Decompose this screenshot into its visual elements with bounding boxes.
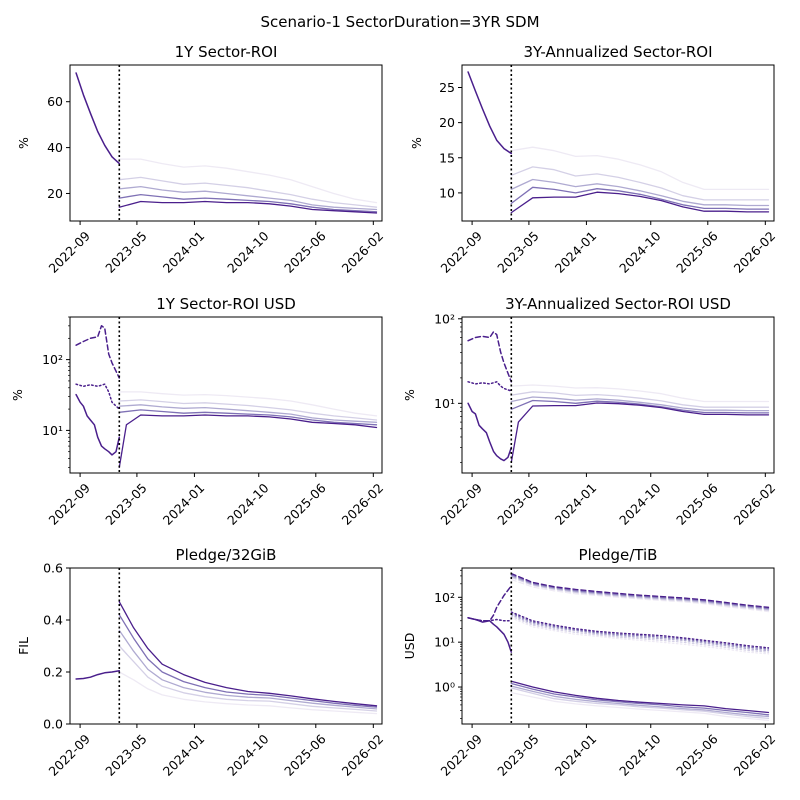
y-tick-label: 25 [439,80,455,95]
series-line-solid [118,601,378,707]
series-line-solid [510,402,770,464]
subplot-title: Pledge/32GiB [176,546,277,564]
y-tick-label: 20 [439,115,455,130]
series-line-solid [510,685,770,718]
series-group [75,72,378,214]
series-group [75,601,378,715]
y-tick-label: 40 [47,140,63,155]
history-line-dashed [467,331,513,383]
series-line-solid [510,682,770,716]
subplot-title: 3Y-Annualized Sector-ROI USD [505,295,731,313]
axes-frame [69,567,383,725]
y-tick-label: 0.6 [43,561,63,576]
y-axis-label: % [402,389,417,401]
series-line-solid [510,178,770,207]
series-line-solid [118,629,378,710]
series-line-solid [510,166,770,201]
series-line-dashed [510,572,770,608]
y-tick-label: 20 [47,186,63,201]
series-line-solid [118,645,378,712]
y-tick-label: 10 [439,185,455,200]
y-tick-label: 10² [42,352,63,367]
series-line-dashed [510,576,770,612]
y-tick-label: 15 [439,150,455,165]
series-line-solid [118,414,378,469]
history-line-dotted [75,383,121,410]
history-line [75,72,121,165]
y-axis-label: % [10,389,25,401]
series-line-solid [118,409,378,426]
subplot-title: Pledge/TiB [579,546,658,564]
series-line-solid [118,614,378,708]
series-line-solid [118,193,378,213]
series-line-solid [118,176,378,208]
series-line-solid [118,200,378,214]
series-line-dotted [510,614,770,652]
series-line-solid [118,671,378,715]
y-tick-label: 0.4 [43,613,63,628]
y-tick-label: 10⁰ [434,680,455,695]
figure-suptitle: Scenario-1 SectorDuration=3YR SDM [260,13,539,31]
series-line-solid [510,396,770,412]
series-line-solid [118,185,378,211]
history-line [467,71,513,155]
series-group [467,331,770,464]
y-tick-label: 10¹ [434,635,455,650]
series-line-dotted [510,617,770,655]
y-tick-label: 10¹ [42,423,63,438]
series-line-solid [118,404,378,423]
series-line-dotted [510,615,770,653]
series-line-dotted [510,612,770,650]
series-line-dotted [510,611,770,649]
y-axis-label: % [409,137,424,149]
subplot-title: 1Y Sector-ROI USD [156,295,296,313]
subplot-title: 3Y-Annualized Sector-ROI [523,43,712,61]
series-line-solid [118,399,378,421]
series-group [467,572,770,722]
series-line-solid [510,384,770,403]
y-tick-label: 0.0 [43,717,63,732]
axes-frame [461,64,775,222]
history-line-solid [75,393,121,456]
history-line-solid [467,402,513,462]
y-tick-label: 10¹ [434,396,455,411]
series-line-solid [510,399,770,414]
history-line [75,669,121,680]
y-tick-label: 10² [434,311,455,326]
axes-frame [69,316,383,474]
y-tick-label: 10² [434,590,455,605]
y-tick-label: 60 [47,94,63,109]
series-line-solid [510,691,770,722]
series-line-solid [118,158,378,204]
history-line-dotted [467,381,513,392]
series-line-solid [510,391,770,408]
series-line-solid [510,680,770,714]
series-line-solid [510,687,770,720]
series-line-solid [510,191,770,214]
history-line-dashed [75,325,121,379]
axes-frame [69,64,383,222]
y-axis-label: % [16,137,31,149]
y-tick-label: 0.2 [43,665,63,680]
y-axis-label: USD [402,633,417,660]
series-line-dashed [510,573,770,609]
series-line-solid [510,186,770,210]
series-line-dashed [510,575,770,610]
history-line-dotted [467,617,513,622]
subplot-title: 1Y Sector-ROI [175,43,278,61]
series-group [75,325,378,469]
series-line-dashed [510,578,770,613]
series-line-solid [118,391,378,417]
series-group [467,71,770,214]
series-line-solid [510,146,770,191]
axes-frame [461,567,775,725]
axes-frame [461,316,775,474]
y-axis-label: FIL [16,637,31,655]
